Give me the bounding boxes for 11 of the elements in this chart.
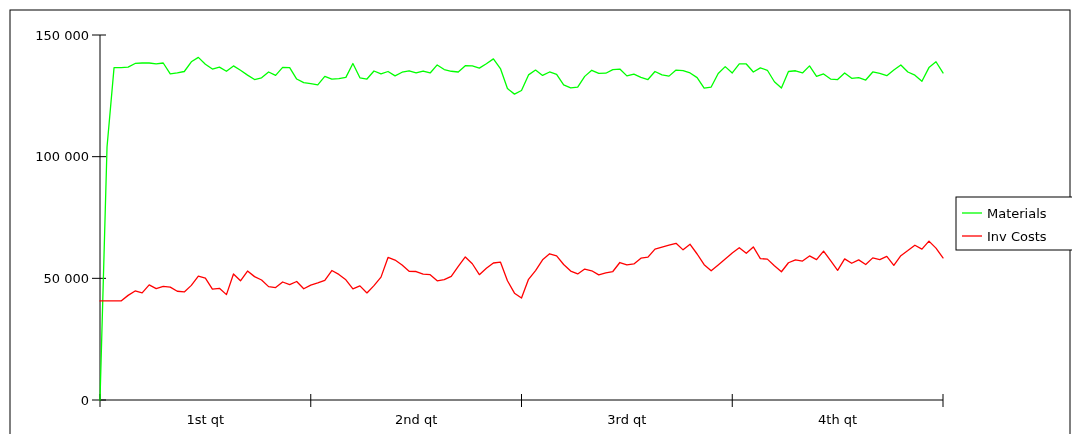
legend-label: Inv Costs: [987, 228, 1047, 244]
legend-label: Materials: [987, 205, 1047, 221]
x-tick-label: 4th qt: [818, 412, 858, 427]
y-tick-label: 150 000: [35, 27, 89, 43]
x-tick-label: 2nd qt: [395, 412, 438, 427]
y-tick-label: 100 000: [35, 149, 89, 165]
line-series: [99, 240, 944, 302]
x-tick-label: 1st qt: [186, 412, 225, 427]
y-tick-label: 0: [80, 392, 89, 408]
x-tick-label: 3rd qt: [607, 412, 647, 427]
y-tick-label: 50 000: [43, 270, 89, 286]
